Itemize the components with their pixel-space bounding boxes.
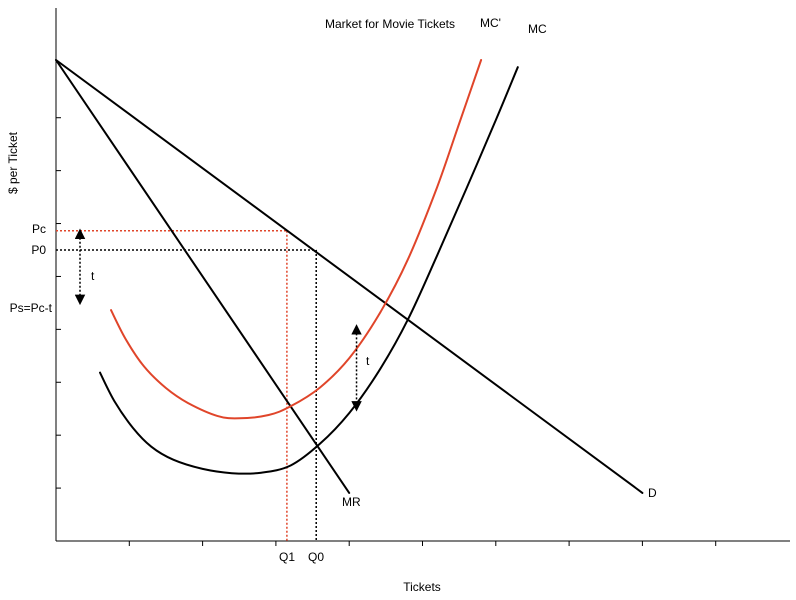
price-label-pc: Pc	[32, 222, 46, 236]
series-label-d: D	[648, 486, 657, 500]
marginal-cost-curve	[99, 66, 519, 475]
equilibrium-guides	[56, 230, 317, 541]
series-label-mr: MR	[342, 495, 361, 509]
series-label-mc-taxed: MC'	[480, 16, 501, 30]
axis-ticks	[56, 117, 717, 546]
x-axis-label: Tickets	[403, 580, 441, 594]
marginal-revenue-curve	[55, 59, 351, 494]
tax-label-right: t	[366, 354, 370, 368]
y-axis-label: $ per Ticket	[6, 131, 20, 194]
price-label-ps: Ps=Pc-t	[10, 301, 53, 315]
demand-curve	[55, 59, 644, 494]
curves	[55, 59, 644, 494]
quantity-label-q1: Q1	[279, 550, 295, 564]
price-label-p0: P0	[31, 243, 46, 257]
tax-arrows	[74, 228, 362, 412]
series-label-mc: MC	[528, 22, 547, 36]
chart-title: Market for Movie Tickets	[325, 17, 455, 31]
tax-label-left: t	[91, 269, 95, 283]
quantity-label-q0: Q0	[308, 550, 324, 564]
taxed-marginal-cost-curve	[110, 59, 483, 420]
